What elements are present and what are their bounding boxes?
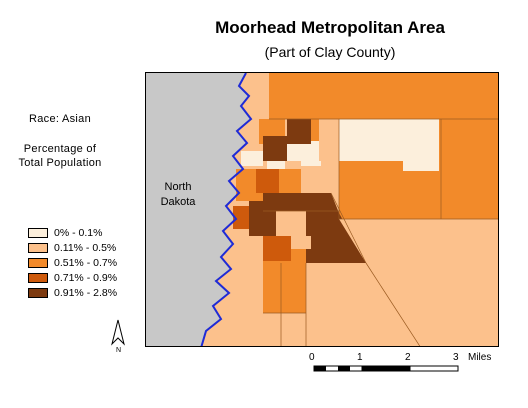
map-title: Moorhead Metropolitan Area [215, 18, 445, 37]
measure-label-line2: Total Population [18, 157, 102, 169]
tract-redorange-b [233, 206, 249, 229]
map-subtitle: (Part of Clay County) [264, 44, 396, 60]
north-arrow-icon [111, 319, 125, 346]
tract-redorange-a [263, 236, 291, 261]
measure-label-line1: Percentage of [23, 143, 97, 155]
legend-label: 0.91% - 2.8% [54, 287, 118, 299]
tract-cream-b [301, 141, 321, 166]
legend-item: 0.71% - 0.9% [28, 271, 117, 285]
north-dakota-label-line1: North [164, 181, 192, 193]
legend-item: 0.11% - 0.5% [28, 241, 117, 255]
tract-dark-e [306, 193, 366, 263]
tract-boundaries [263, 118, 498, 346]
tract-cream-a [285, 144, 301, 161]
legend-swatch [28, 228, 48, 238]
map-frame [145, 72, 499, 347]
tract-cream-c [241, 151, 263, 166]
red-river [200, 73, 253, 346]
tract-light-inner [277, 211, 299, 236]
legend-label: 0.51% - 0.7% [54, 257, 118, 269]
tract-light-inner2 [293, 236, 311, 249]
tract-southeast [339, 219, 498, 346]
scale-tick-2: 2 [405, 352, 411, 363]
tract-dark-f [249, 201, 276, 236]
scale-unit: Miles [468, 352, 492, 363]
tract-east-mid [339, 181, 441, 219]
legend: 0% - 0.1% 0.11% - 0.5% 0.51% - 0.7% 0.71… [28, 226, 117, 301]
legend-swatch [28, 243, 48, 253]
legend-item: 0% - 0.1% [28, 226, 117, 240]
legend-item: 0.51% - 0.7% [28, 256, 117, 270]
scale-tick-3: 3 [453, 352, 459, 363]
tract-light-b [301, 166, 323, 186]
legend-swatch [28, 258, 48, 268]
tract-light-sw [241, 269, 263, 329]
tract-dark-a [287, 119, 311, 144]
scale-tick-0: 0 [309, 352, 315, 363]
tract-south-mid [306, 263, 411, 316]
scale-bar [313, 365, 459, 372]
legend-label: 0% - 0.1% [54, 227, 103, 239]
north-dakota-label-line2: Dakota [160, 196, 196, 208]
choropleth-map [146, 73, 498, 346]
tract-cream-d [267, 159, 285, 169]
north-dakota-region [146, 73, 251, 346]
legend-swatch [28, 288, 48, 298]
legend-swatch [28, 273, 48, 283]
race-label: Race: Asian [28, 113, 91, 125]
tract-orange-c3 [276, 169, 301, 193]
tract-dark-c [256, 169, 279, 193]
tract-dark-b [263, 136, 287, 161]
legend-item: 0.91% - 2.8% [28, 286, 117, 300]
tract-orange-south [263, 249, 306, 313]
legend-label: 0.71% - 0.9% [54, 272, 118, 284]
legend-label: 0.11% - 0.5% [54, 242, 117, 254]
scale-tick-1: 1 [357, 352, 363, 363]
tract-cream-east [339, 119, 439, 171]
north-label: N [116, 347, 122, 354]
tract-light-a [319, 119, 339, 161]
